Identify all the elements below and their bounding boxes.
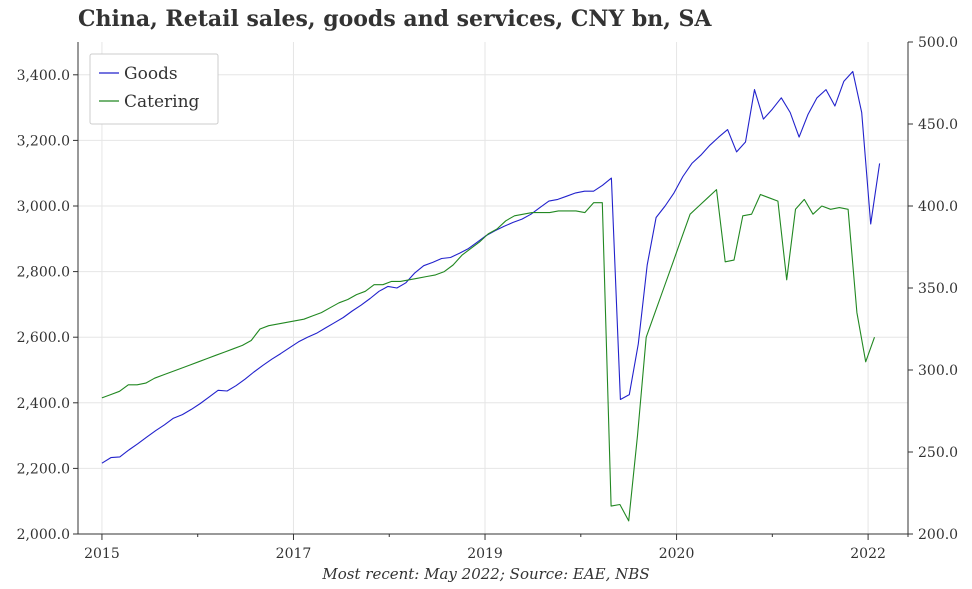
left-tick-label: 3,000.0 [17, 199, 70, 215]
right-tick-label: 350.0 [918, 281, 958, 297]
legend-box [89, 53, 219, 125]
left-tick-label: 2,200.0 [17, 461, 70, 477]
right-tick-label: 250.0 [918, 445, 958, 461]
x-tick-label: 2019 [467, 546, 503, 562]
right-tick-label: 200.0 [918, 527, 958, 543]
series-line-catering [101, 189, 876, 522]
left-tick-label: 2,800.0 [17, 265, 70, 281]
legend: Goods Catering [89, 53, 219, 125]
left-tick-label: 3,400.0 [17, 68, 70, 84]
x-tick-label: 2017 [276, 546, 312, 562]
x-tick-label: 2020 [659, 546, 695, 562]
right-tick-label: 500.0 [918, 35, 958, 51]
left-tick-label: 2,600.0 [17, 330, 70, 346]
series-layer [101, 70, 881, 522]
chart-title: China, Retail sales, goods and services,… [78, 6, 712, 32]
left-tick-label: 2,400.0 [17, 396, 70, 412]
chart-caption: Most recent: May 2022; Source: EAE, NBS [322, 565, 650, 583]
left-tick-label: 2,000.0 [17, 527, 70, 543]
right-tick-label: 400.0 [918, 199, 958, 215]
left-tick-label: 3,200.0 [17, 133, 70, 149]
right-tick-label: 300.0 [918, 363, 958, 379]
legend-label-catering: Catering [124, 92, 200, 112]
axes: 2,000.0 2,200.0 2,400.0 2,600.0 2,800.0 3,000… [17, 35, 959, 562]
x-tick-label: 2015 [84, 546, 120, 562]
right-tick-label: 450.0 [918, 117, 958, 133]
x-tick-label: 2022 [850, 546, 886, 562]
legend-label-goods: Goods [124, 64, 178, 84]
series-line-goods [101, 70, 881, 464]
